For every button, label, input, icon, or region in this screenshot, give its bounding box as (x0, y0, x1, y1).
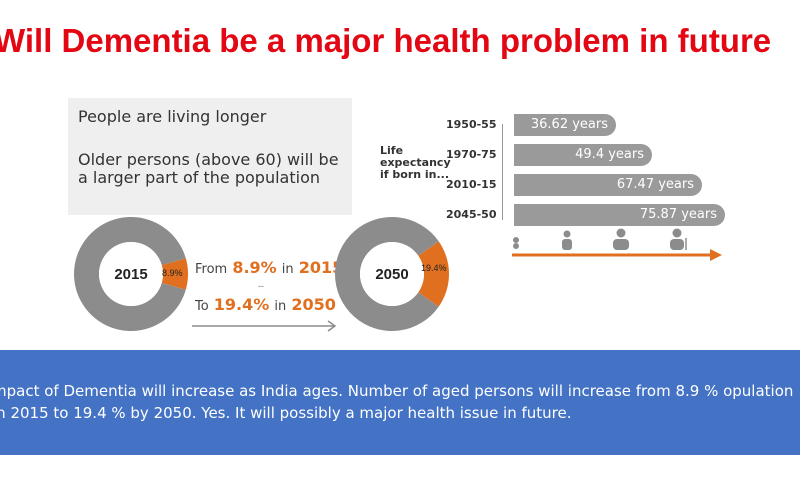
baby-icon (513, 237, 519, 249)
to-year: 2050 (291, 295, 336, 314)
year-label: 2010-15 (446, 178, 497, 191)
year-bracket (502, 124, 511, 220)
donut-slice-label: 19.4% (421, 263, 447, 273)
donut-center-label: 2050 (375, 265, 409, 283)
donut-hole (360, 242, 424, 306)
slide-title: Will Dementia be a major health problem … (0, 22, 772, 59)
bar-value-label: 67.47 years (616, 177, 694, 192)
from-value: 8.9% (232, 258, 277, 277)
to-value: 19.4% (213, 295, 270, 314)
bar-value-label: 75.87 years (639, 207, 717, 222)
to-line: To 19.4% in 2050 (195, 295, 336, 314)
donut-chart-2050: 2050 19.4% (333, 215, 451, 333)
life-expectancy-bar: 75.87 years (514, 204, 725, 226)
from-year: 2015 (298, 258, 344, 277)
life-expectancy-bar: 49.4 years (514, 144, 652, 166)
life-expectancy-bar: 67.47 years (514, 174, 702, 196)
donut-slice-highlight (418, 241, 449, 307)
from-in: in (281, 262, 294, 277)
year-label: 1970-75 (446, 148, 497, 161)
info-box: People are living longer Older persons (… (68, 98, 352, 215)
life-expectancy-bar: 36.62 years (514, 114, 616, 136)
summary-box: mpact of Dementia will increase as India… (0, 350, 800, 455)
year-label: 2045-50 (446, 208, 497, 221)
life-expectancy-label: Life expectancy if born in... (380, 144, 451, 181)
to-prefix: To (195, 299, 209, 314)
progress-arrow (192, 320, 337, 332)
donut-chart-2015: 2015 8.9% (72, 215, 190, 333)
from-prefix: From (195, 262, 228, 277)
bar-value-label: 36.62 years (530, 117, 608, 132)
child-icon (562, 230, 572, 250)
to-in: in (274, 299, 287, 314)
adult-icon (613, 228, 629, 250)
dash-separator: -- (258, 281, 264, 291)
age-arrow (512, 249, 722, 261)
from-line: From 8.9% in 2015 (195, 258, 343, 277)
info-line-1: People are living longer (78, 107, 267, 126)
year-label: 1950-55 (446, 118, 497, 131)
donut-slice-label: 8.9% (162, 268, 183, 278)
donut-hole (99, 242, 163, 306)
donut-center-label: 2015 (114, 265, 148, 283)
summary-text: mpact of Dementia will increase as India… (0, 382, 794, 422)
donut-slice-rest (74, 217, 186, 331)
elderly-icon (670, 228, 687, 250)
info-line-2: Older persons (above 60) will be a large… (78, 150, 339, 187)
donut-slice-rest (335, 217, 439, 331)
donut-slice-highlight (161, 258, 188, 290)
bar-value-label: 49.4 years (575, 147, 644, 162)
